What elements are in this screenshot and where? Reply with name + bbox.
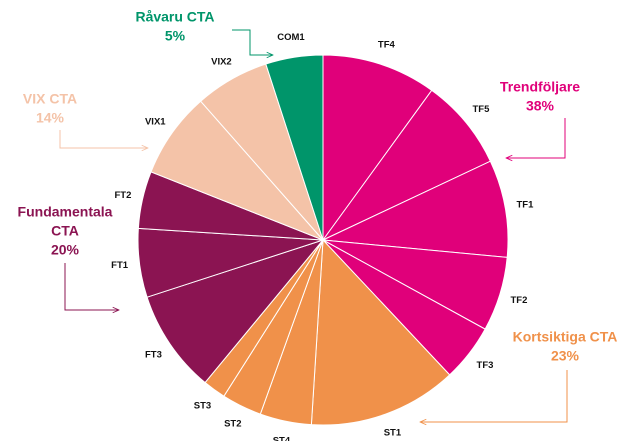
- slice-label: VIX1: [145, 117, 166, 128]
- slice-label: TF1: [517, 199, 535, 210]
- slice-label: VIX2: [211, 56, 232, 67]
- slice-label: TF4: [378, 40, 396, 51]
- slice-label: TF3: [477, 360, 494, 371]
- pie-slice: [322, 89, 492, 241]
- slice-label: FT3: [145, 350, 162, 361]
- pie-slice: [321, 160, 509, 258]
- slice-label: ST1: [384, 427, 402, 438]
- connector: [64, 263, 119, 310]
- slice-label: TF2: [510, 295, 527, 306]
- pie-slice: [146, 238, 325, 384]
- group-label: Fundamentala: [18, 204, 113, 220]
- slice-label: ST4: [273, 435, 291, 441]
- slice-label: COM1: [277, 32, 305, 43]
- group-label: 14%: [36, 110, 65, 126]
- connector: [59, 130, 148, 148]
- group-label: 38%: [526, 98, 555, 114]
- group-label: Kortsiktiga CTA: [513, 329, 618, 345]
- connector: [232, 29, 273, 55]
- group-label: 23%: [551, 348, 580, 364]
- slice-label: ST3: [194, 400, 211, 411]
- connector: [420, 370, 568, 422]
- slice-label: FT1: [111, 260, 129, 271]
- group-label: 5%: [165, 28, 186, 44]
- group-label: Trendföljare: [500, 79, 580, 95]
- pie-slice: [265, 54, 324, 241]
- slice-label: FT2: [114, 190, 131, 201]
- group-label: 20%: [51, 242, 80, 258]
- group-label: VIX CTA: [23, 91, 77, 107]
- connector: [506, 118, 566, 158]
- group-label: CTA: [51, 223, 79, 239]
- pie-slice: [310, 238, 451, 426]
- pie-slice: [322, 54, 433, 242]
- group-label: Råvaru CTA: [135, 9, 214, 25]
- slice-label: TF5: [473, 104, 491, 115]
- slice-label: ST2: [224, 419, 241, 430]
